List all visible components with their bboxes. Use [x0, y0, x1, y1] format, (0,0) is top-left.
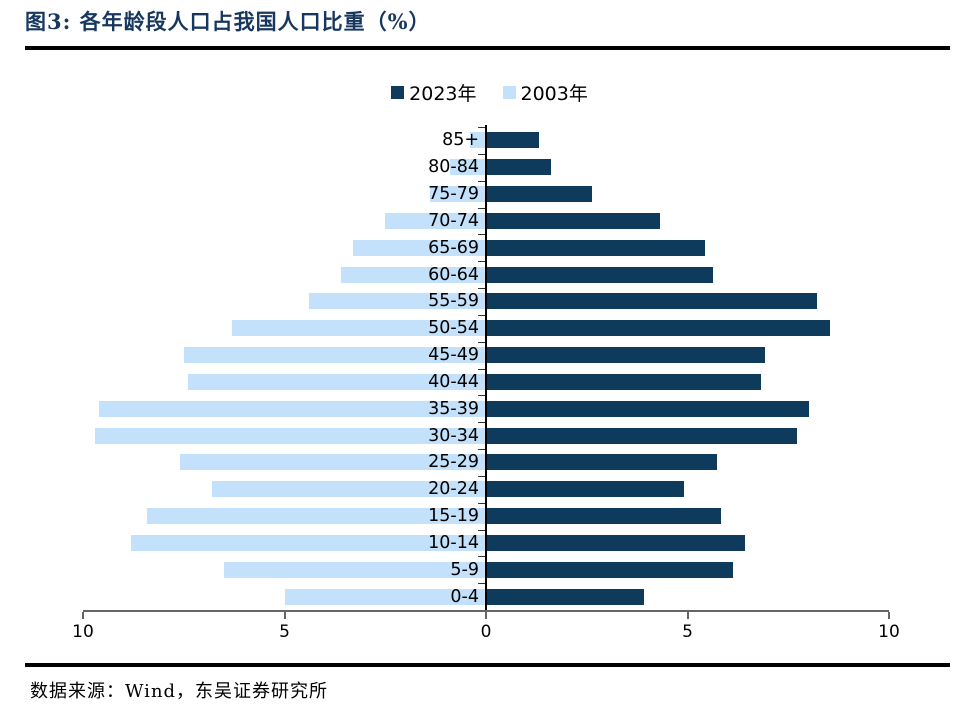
bar-2023-25-29 [487, 454, 717, 471]
age-label-85+: 85+ [442, 130, 479, 151]
bar-2003-10-14 [131, 534, 486, 551]
bar-2003-35-39 [99, 400, 486, 417]
bar-2023-15-19 [487, 508, 721, 525]
bar-2003-15-19 [147, 508, 486, 525]
bar-2003-65-69 [353, 239, 486, 256]
bar-2023-70-74 [487, 212, 661, 229]
value-axis-tick [686, 612, 689, 619]
value-axis-label-10: 10 [72, 622, 94, 642]
bar-2023-85+ [487, 132, 540, 149]
chart-title: 图3: 各年龄段人口占我国人口比重（%） [25, 9, 431, 34]
legend-item-2003: 2003年 [502, 79, 588, 106]
bar-2023-55-59 [487, 293, 818, 310]
data-source-note: 数据来源：Wind，东吴证券研究所 [30, 681, 329, 702]
age-label-65-69: 65-69 [428, 237, 479, 258]
category-axis-tick [478, 127, 485, 128]
category-axis-tick [478, 207, 485, 209]
category-axis-tick [478, 556, 485, 558]
value-axis-label-5: 5 [279, 622, 290, 642]
age-label-20-24: 20-24 [428, 479, 479, 500]
category-axis-tick [478, 422, 485, 424]
bar-2003-50-54 [232, 320, 486, 337]
age-label-60-64: 60-64 [428, 264, 479, 285]
bar-2023-50-54 [487, 320, 830, 337]
bar-2003-5-9 [224, 561, 486, 578]
age-label-15-19: 15-19 [428, 506, 479, 527]
bar-2023-45-49 [487, 347, 766, 364]
age-label-25-29: 25-29 [428, 452, 479, 473]
bar-2003-60-64 [340, 266, 486, 283]
bottom-divider [25, 663, 950, 667]
category-axis-tick [478, 395, 485, 397]
age-label-0-4: 0-4 [450, 586, 479, 607]
category-axis-tick [478, 583, 485, 585]
value-axis-tick [82, 612, 84, 619]
value-axis-tick [888, 612, 890, 619]
bar-2023-30-34 [487, 427, 798, 444]
category-axis-line [485, 125, 487, 617]
legend: 2023年 2003年 [0, 79, 979, 106]
value-axis-line [83, 610, 889, 612]
age-label-5-9: 5-9 [450, 559, 479, 580]
bar-2023-40-44 [487, 373, 762, 390]
legend-item-2023: 2023年 [391, 79, 477, 106]
category-axis-tick [478, 475, 485, 477]
age-label-30-34: 30-34 [428, 425, 479, 446]
value-axis-label-5: 5 [682, 622, 693, 642]
age-label-35-39: 35-39 [428, 398, 479, 419]
category-axis-tick [478, 314, 485, 316]
bar-2023-20-24 [487, 481, 685, 498]
bar-2003-45-49 [183, 347, 486, 364]
value-axis-tick [283, 612, 286, 619]
value-axis-label-10: 10 [878, 622, 900, 642]
bar-2003-55-59 [308, 293, 486, 310]
bar-2023-75-79 [487, 186, 592, 203]
top-divider [25, 46, 950, 50]
bar-2003-0-4 [284, 588, 486, 605]
category-axis-tick [478, 502, 485, 504]
bar-2003-85+ [469, 132, 486, 149]
bar-2003-80-84 [449, 159, 486, 176]
age-label-10-14: 10-14 [428, 532, 479, 553]
bar-2023-5-9 [487, 561, 733, 578]
bar-2003-40-44 [187, 373, 486, 390]
age-label-80-84: 80-84 [428, 157, 479, 178]
legend-swatch-2003-icon [502, 86, 516, 99]
age-label-55-59: 55-59 [428, 291, 479, 312]
bar-2003-25-29 [179, 454, 486, 471]
bar-2003-30-34 [95, 427, 486, 444]
bar-2003-20-24 [211, 481, 486, 498]
bar-2023-35-39 [487, 400, 810, 417]
category-axis-tick [478, 341, 485, 343]
age-label-70-74: 70-74 [428, 210, 479, 231]
legend-swatch-2023-icon [391, 86, 405, 99]
age-label-50-54: 50-54 [428, 318, 479, 339]
category-axis-tick [478, 449, 485, 450]
bar-2023-0-4 [487, 588, 645, 605]
legend-label-2003: 2003年 [520, 83, 588, 105]
category-axis-tick [478, 368, 485, 370]
bar-2023-80-84 [487, 159, 552, 176]
legend-label-2023: 2023年 [409, 83, 477, 105]
age-label-40-44: 40-44 [428, 371, 479, 392]
age-label-45-49: 45-49 [428, 345, 479, 366]
bar-2023-10-14 [487, 534, 745, 551]
value-axis-label-0: 0 [480, 622, 492, 642]
bar-2003-70-74 [385, 212, 486, 229]
bar-2003-75-79 [429, 186, 486, 203]
category-axis-tick [478, 529, 485, 531]
category-axis-tick [478, 288, 485, 289]
category-axis-tick [478, 261, 485, 263]
category-axis-tick [478, 180, 485, 182]
category-axis-tick [478, 234, 485, 236]
value-axis-tick [485, 612, 487, 619]
age-label-75-79: 75-79 [428, 184, 479, 205]
category-axis-tick [478, 153, 485, 155]
bar-2023-65-69 [487, 239, 705, 256]
bar-2023-60-64 [487, 266, 713, 283]
